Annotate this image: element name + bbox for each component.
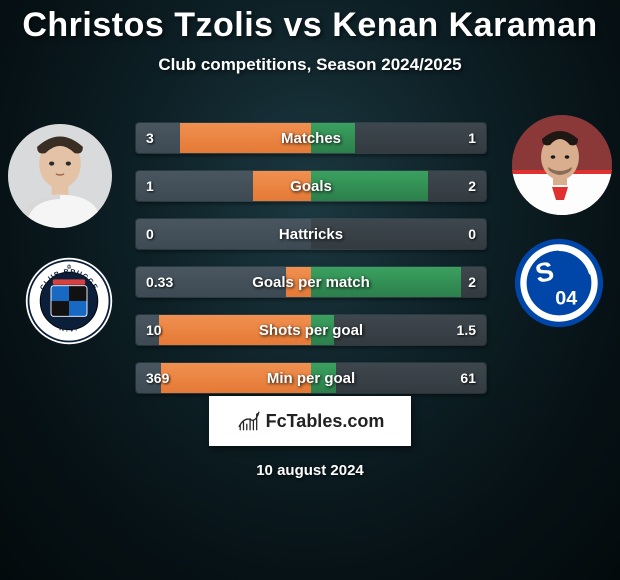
branding-text: FcTables.com [266,411,385,432]
stat-row: 12Goals [135,170,487,202]
comparison-card: Christos Tzolis vs Kenan Karaman Club co… [0,0,620,580]
player-left-avatar [8,124,112,228]
stat-value-right: 0 [458,219,486,249]
stat-row: 36961Min per goal [135,362,487,394]
stat-value-left: 3 [136,123,164,153]
club-left-badge: ♔ CLUB BRUGGE · K.V. · [24,256,114,346]
stat-value-left: 0.33 [136,267,183,297]
branding-panel: FcTables.com [209,396,411,446]
player-right-avatar [512,115,612,215]
stat-bars: 31Matches12Goals00Hattricks0.332Goals pe… [135,122,485,410]
stat-value-left: 10 [136,315,172,345]
stat-value-left: 369 [136,363,179,393]
stat-value-left: 1 [136,171,164,201]
date-label: 10 august 2024 [0,462,620,479]
club-right-badge: S 04 [514,238,604,328]
stat-row: 00Hattricks [135,218,487,250]
stat-value-right: 2 [458,171,486,201]
page-subtitle: Club competitions, Season 2024/2025 [0,55,620,75]
stat-value-right: 1 [458,123,486,153]
svg-text:04: 04 [555,288,577,310]
stat-value-left: 0 [136,219,164,249]
stat-value-right: 61 [450,363,486,393]
fctables-logo-icon [236,410,262,432]
page-title: Christos Tzolis vs Kenan Karaman [0,0,620,45]
stat-row: 31Matches [135,122,487,154]
stat-value-right: 1.5 [447,315,486,345]
stat-value-right: 2 [458,267,486,297]
stat-row: 0.332Goals per match [135,266,487,298]
stat-row: 101.5Shots per goal [135,314,487,346]
